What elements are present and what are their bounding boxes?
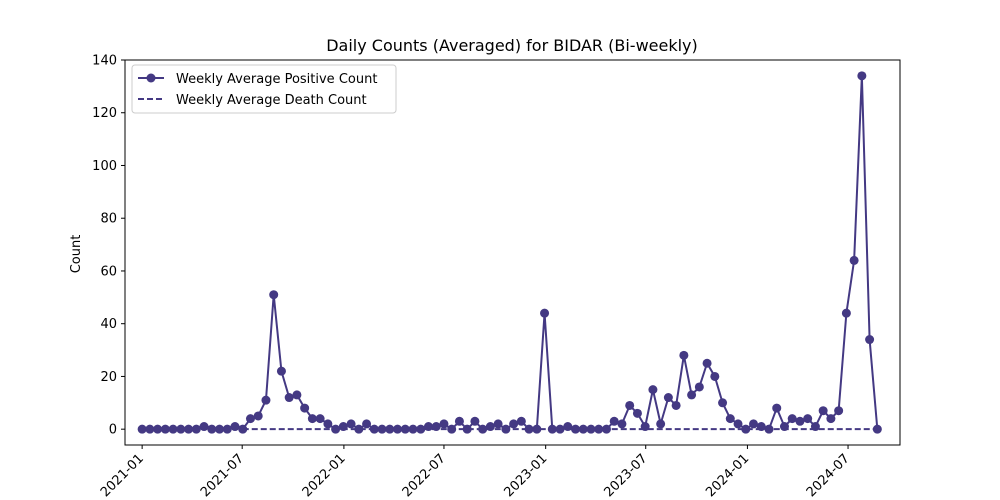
y-tick-label: 140 <box>92 54 117 69</box>
y-tick-label: 20 <box>100 370 117 385</box>
positive-count-point <box>191 424 201 434</box>
legend-death-label: Weekly Average Death Count <box>176 93 367 108</box>
positive-count-point <box>741 424 751 434</box>
positive-count-point <box>687 390 697 400</box>
positive-count-point <box>509 419 519 429</box>
positive-count-point <box>315 414 325 424</box>
positive-count-point <box>795 416 805 426</box>
positive-count-point <box>857 71 867 81</box>
positive-count-point <box>439 419 449 429</box>
positive-count-point <box>702 358 712 368</box>
positive-count-point <box>834 406 844 416</box>
positive-count-point <box>269 290 279 300</box>
y-tick-label: 40 <box>100 317 117 332</box>
positive-count-point <box>663 393 673 403</box>
y-tick-label: 80 <box>100 212 117 227</box>
positive-count-point <box>346 419 356 429</box>
positive-count-point <box>292 390 302 400</box>
positive-count-point <box>168 424 178 434</box>
positive-count-point <box>625 400 635 410</box>
positive-count-point <box>632 408 642 418</box>
positive-count-point <box>261 395 271 405</box>
y-tick-label: 0 <box>109 423 117 438</box>
positive-count-point <box>524 424 534 434</box>
y-tick-label: 120 <box>92 106 117 121</box>
positive-count-point <box>609 416 619 426</box>
positive-count-point <box>354 424 364 434</box>
plot-frame <box>124 59 901 446</box>
positive-count-point <box>253 411 263 421</box>
positive-count-point <box>849 255 859 265</box>
legend: Weekly Average Positive Count Weekly Ave… <box>131 64 397 114</box>
positive-count-point <box>137 424 147 434</box>
positive-count-point <box>718 398 728 408</box>
positive-count-point <box>865 335 875 345</box>
positive-count-point <box>679 350 689 360</box>
positive-count-point <box>276 366 286 376</box>
positive-count-point <box>230 422 240 432</box>
positive-count-point <box>470 416 480 426</box>
y-tick-label: 60 <box>100 264 117 279</box>
positive-count-point <box>416 424 426 434</box>
positive-count-point <box>656 419 666 429</box>
positive-count-point <box>222 424 232 434</box>
positive-count-point <box>818 406 828 416</box>
positive-count-point <box>787 414 797 424</box>
positive-count-point <box>803 414 813 424</box>
positive-count-point <box>207 424 217 434</box>
positive-count-point <box>284 393 294 403</box>
positive-count-point <box>323 419 333 429</box>
positive-count-point <box>145 424 155 434</box>
positive-count-point <box>733 419 743 429</box>
legend-positive-marker <box>146 73 156 83</box>
positive-count-point <box>516 416 526 426</box>
positive-count-point <box>540 308 550 318</box>
positive-count-point <box>710 371 720 381</box>
y-axis-label: Count <box>69 235 84 274</box>
positive-count-point <box>215 424 225 434</box>
positive-count-point <box>671 400 681 410</box>
positive-count-point <box>586 424 596 434</box>
chart-title: Daily Counts (Averaged) for BIDAR (Bi-we… <box>326 36 698 55</box>
positive-count-point <box>184 424 194 434</box>
positive-count-point <box>462 424 472 434</box>
positive-count-point <box>749 419 759 429</box>
positive-count-point <box>648 385 658 395</box>
positive-count-point <box>300 403 310 413</box>
positive-count-point <box>199 422 209 432</box>
positive-count-point <box>772 403 782 413</box>
positive-count-point <box>362 419 372 429</box>
positive-count-point <box>725 414 735 424</box>
positive-count-point <box>493 419 503 429</box>
positive-count-point <box>578 424 588 434</box>
legend-box <box>131 64 397 114</box>
positive-count-point <box>245 414 255 424</box>
positive-count-point <box>532 424 542 434</box>
positive-count-point <box>160 424 170 434</box>
y-tick-label: 100 <box>92 159 117 174</box>
positive-count-point <box>694 382 704 392</box>
positive-count-point <box>826 414 836 424</box>
positive-count-point <box>571 424 581 434</box>
positive-count-point <box>841 308 851 318</box>
positive-count-point <box>307 414 317 424</box>
positive-count-point <box>454 416 464 426</box>
positive-count-point <box>408 424 418 434</box>
positive-count-point <box>153 424 163 434</box>
positive-count-point <box>617 419 627 429</box>
legend-positive-label: Weekly Average Positive Count <box>176 72 377 87</box>
positive-count-point <box>176 424 186 434</box>
